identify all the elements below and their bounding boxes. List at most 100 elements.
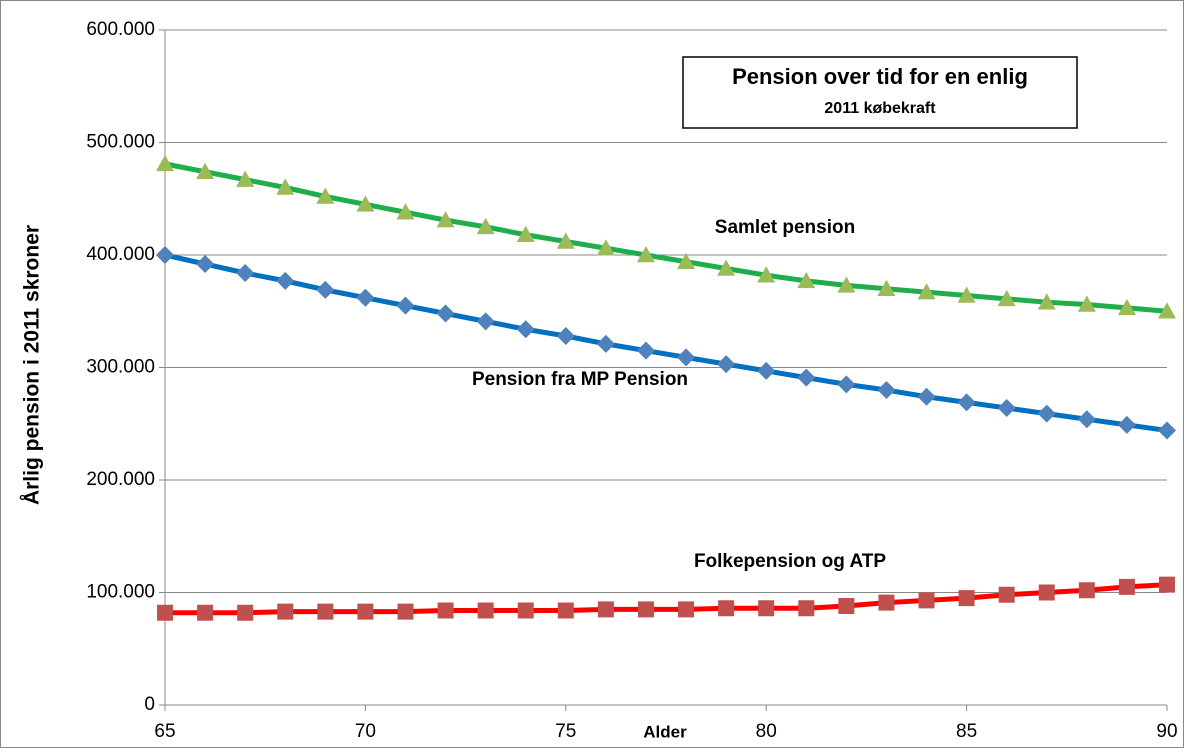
marker xyxy=(316,187,335,204)
marker xyxy=(516,225,535,242)
chart-subtitle: 2011 købekraft xyxy=(824,100,936,117)
marker xyxy=(997,289,1016,307)
y-tick-label: 400.000 xyxy=(86,244,155,265)
marker xyxy=(396,203,415,220)
marker xyxy=(757,361,776,380)
marker xyxy=(718,600,735,617)
marker xyxy=(1077,295,1096,312)
marker xyxy=(1117,415,1136,434)
marker xyxy=(436,304,455,323)
marker xyxy=(396,296,415,315)
marker xyxy=(918,592,935,609)
marker xyxy=(437,602,454,619)
marker xyxy=(596,334,615,353)
marker xyxy=(1158,421,1176,440)
x-tick-label: 70 xyxy=(355,721,376,742)
marker xyxy=(636,246,655,263)
series-label: Pension fra MP Pension xyxy=(472,369,688,390)
marker xyxy=(878,594,895,611)
marker xyxy=(1038,584,1055,601)
marker xyxy=(958,590,975,607)
marker xyxy=(517,602,534,619)
marker xyxy=(276,178,295,195)
marker xyxy=(556,327,575,345)
y-tick-label: 200.000 xyxy=(86,469,155,490)
marker xyxy=(838,598,855,614)
marker xyxy=(156,246,174,264)
marker xyxy=(277,603,294,620)
marker xyxy=(837,276,856,293)
marker xyxy=(596,239,615,256)
marker xyxy=(157,604,173,621)
marker xyxy=(877,279,896,296)
chart-title: Pension over tid for en enlig xyxy=(732,64,1028,89)
marker xyxy=(197,604,214,621)
x-tick-label: 75 xyxy=(555,721,576,742)
marker xyxy=(397,603,414,620)
series-line xyxy=(164,252,1168,433)
marker xyxy=(476,312,495,331)
y-tick-label: 500.000 xyxy=(86,132,155,153)
marker xyxy=(1117,298,1136,316)
y-tick-label: 100.000 xyxy=(86,582,155,603)
marker xyxy=(677,252,696,269)
marker xyxy=(236,264,255,282)
marker xyxy=(597,601,614,618)
marker xyxy=(1037,404,1056,423)
marker xyxy=(477,602,494,619)
marker xyxy=(797,271,816,289)
marker xyxy=(1159,576,1175,593)
series-label: Samlet pension xyxy=(715,217,855,238)
marker xyxy=(237,604,254,621)
marker xyxy=(677,348,696,367)
marker xyxy=(758,600,775,617)
y-tick-label: 0 xyxy=(144,694,155,715)
marker xyxy=(717,259,736,276)
marker xyxy=(1077,410,1096,429)
marker xyxy=(317,603,334,620)
series-line xyxy=(164,161,1168,314)
marker xyxy=(1037,293,1056,310)
marker xyxy=(797,368,816,387)
marker xyxy=(637,601,654,618)
marker xyxy=(356,288,375,307)
marker xyxy=(917,387,936,406)
series-label: Folkepension og ATP xyxy=(694,551,886,572)
marker xyxy=(1118,578,1135,595)
marker xyxy=(917,283,936,300)
title-box xyxy=(682,56,1078,129)
y-axis-label: Årlig pension i 2011 skroner xyxy=(20,225,44,505)
marker xyxy=(1158,302,1176,319)
marker xyxy=(357,603,374,620)
marker xyxy=(196,162,215,179)
x-tick-label: 65 xyxy=(154,721,175,742)
marker xyxy=(877,381,896,399)
marker xyxy=(356,195,375,212)
x-tick-label: 90 xyxy=(1156,721,1177,742)
y-tick-label: 600.000 xyxy=(86,19,155,40)
marker xyxy=(316,280,335,299)
x-tick-label: 80 xyxy=(756,721,777,742)
x-tick-label: 85 xyxy=(956,721,977,742)
marker xyxy=(516,320,535,339)
marker xyxy=(1078,582,1095,599)
marker xyxy=(997,399,1016,417)
marker xyxy=(557,602,574,619)
y-tick-label: 300.000 xyxy=(86,357,155,378)
marker xyxy=(636,341,655,360)
marker xyxy=(678,601,695,618)
marker xyxy=(476,217,495,235)
marker xyxy=(436,211,455,228)
marker xyxy=(196,255,215,273)
marker xyxy=(837,375,856,394)
marker xyxy=(998,586,1015,603)
marker xyxy=(556,232,575,249)
marker xyxy=(276,271,295,290)
marker xyxy=(236,170,255,187)
series-line xyxy=(165,582,1168,616)
x-axis-label: Alder xyxy=(643,722,687,741)
marker xyxy=(757,266,776,283)
